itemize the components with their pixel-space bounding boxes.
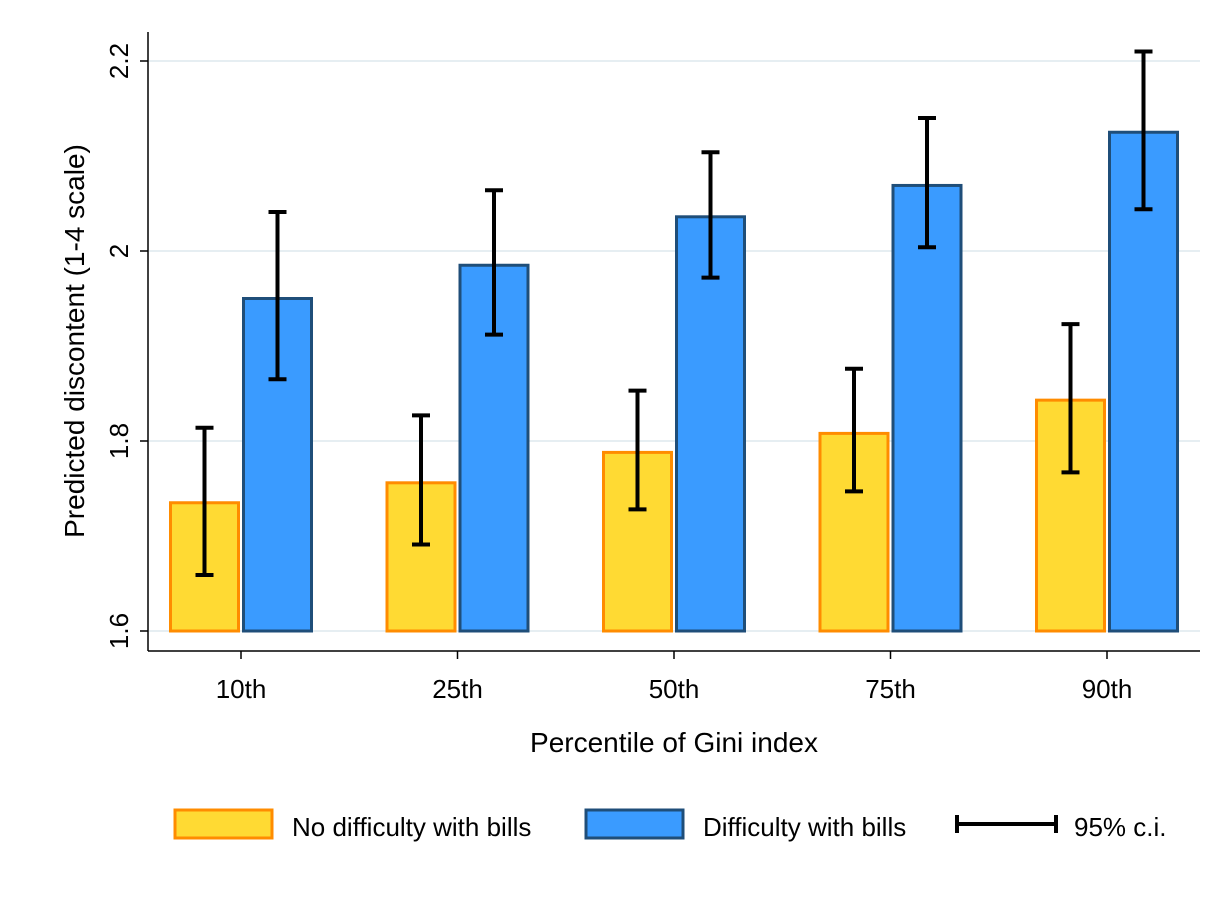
bar bbox=[675, 215, 746, 633]
legend-swatch-no-difficulty bbox=[173, 808, 274, 840]
bar bbox=[602, 450, 673, 633]
legend-label-difficulty: Difficulty with bills bbox=[703, 812, 906, 842]
x-tick-label: 50th bbox=[649, 674, 700, 704]
y-tick-label: 1.6 bbox=[104, 613, 134, 649]
error-bar bbox=[195, 425, 214, 577]
error-bar bbox=[845, 366, 863, 494]
x-axis-label: Percentile of Gini index bbox=[530, 727, 818, 758]
legend: No difficulty with bills Difficulty with… bbox=[173, 808, 1167, 842]
x-tick-label: 90th bbox=[1082, 674, 1133, 704]
legend-label-no-difficulty: No difficulty with bills bbox=[292, 812, 531, 842]
error-bar bbox=[412, 413, 430, 547]
error-bar bbox=[1134, 49, 1153, 212]
error-bar bbox=[485, 188, 503, 337]
x-tick-label: 25th bbox=[432, 674, 483, 704]
error-bar bbox=[268, 210, 287, 382]
y-axis-label: Predicted discontent (1-4 scale) bbox=[59, 144, 90, 538]
error-bar bbox=[628, 388, 647, 512]
error-bar bbox=[1061, 322, 1080, 475]
y-tick-label: 2.2 bbox=[104, 43, 134, 79]
legend-label-ci: 95% c.i. bbox=[1074, 812, 1167, 842]
legend-ci-icon bbox=[955, 815, 1058, 833]
bar bbox=[1108, 130, 1179, 633]
bars bbox=[169, 130, 1179, 633]
error-bar bbox=[918, 116, 936, 250]
y-ticks: 1.6 1.8 2 2.2 bbox=[104, 43, 148, 649]
y-tick-label: 2 bbox=[104, 244, 134, 258]
bar bbox=[891, 183, 963, 633]
x-tick-label: 75th bbox=[865, 674, 916, 704]
error-bars bbox=[195, 49, 1153, 577]
y-tick-label: 1.8 bbox=[104, 423, 134, 459]
legend-swatch-difficulty bbox=[584, 808, 685, 840]
gridlines bbox=[149, 60, 1200, 632]
x-tick-label: 10th bbox=[216, 674, 267, 704]
x-ticks: 10th 25th 50th 75th 90th bbox=[216, 651, 1133, 704]
error-bar bbox=[701, 150, 720, 280]
